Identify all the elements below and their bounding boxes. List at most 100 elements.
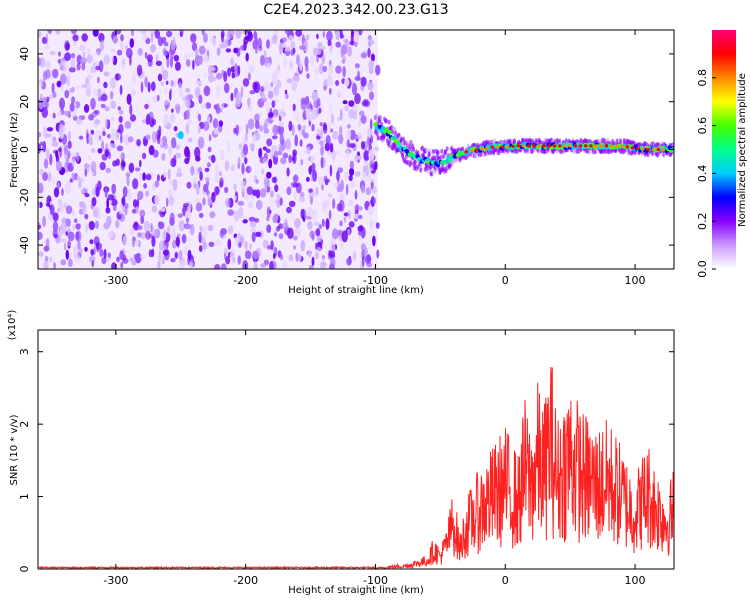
- noise-speckle: [223, 82, 230, 94]
- noise-speckle: [118, 110, 124, 115]
- noise-speckle: [354, 63, 360, 69]
- noise-speckle: [46, 127, 54, 132]
- noise-speckle: [216, 84, 221, 97]
- x-tick-label: -100: [363, 274, 388, 287]
- noise-speckle: [347, 228, 351, 236]
- noise-speckle: [131, 208, 137, 214]
- noise-speckle: [199, 55, 203, 65]
- noise-speckle: [198, 231, 202, 244]
- noise-speckle: [157, 260, 161, 269]
- noise-speckle: [203, 32, 208, 44]
- noise-speckle: [116, 256, 120, 261]
- noise-speckle: [59, 202, 64, 214]
- noise-speckle: [328, 120, 331, 133]
- noise-speckle: [267, 245, 272, 250]
- noise-speckle: [286, 167, 290, 177]
- noise-speckle: [282, 42, 288, 48]
- noise-speckle: [88, 154, 91, 161]
- noise-speckle: [130, 30, 135, 37]
- noise-speckle: [331, 130, 339, 140]
- noise-speckle: [342, 100, 348, 105]
- noise-speckle: [354, 190, 358, 200]
- ridge-peak: [521, 144, 526, 148]
- noise-speckle: [249, 243, 252, 250]
- noise-speckle: [376, 249, 380, 259]
- noise-speckle: [215, 72, 223, 80]
- ridge-peak: [506, 145, 510, 149]
- noise-speckle: [42, 171, 49, 181]
- noise-speckle: [103, 54, 110, 65]
- noise-speckle: [128, 162, 135, 173]
- noise-speckle: [80, 43, 85, 54]
- ridge-core: [387, 130, 392, 135]
- noise-speckle: [44, 100, 49, 109]
- noise-speckle: [197, 136, 205, 149]
- noise-speckle: [202, 241, 208, 250]
- noise-speckle: [280, 253, 284, 261]
- noise-speckle: [309, 54, 316, 65]
- noise-speckle: [266, 206, 271, 218]
- noise-speckle: [252, 39, 258, 50]
- noise-speckle: [115, 73, 119, 81]
- noise-speckle: [177, 167, 182, 175]
- noise-speckle: [172, 179, 178, 191]
- noise-speckle: [244, 193, 250, 201]
- noise-speckle: [360, 115, 367, 124]
- colorbar-tick-label: 0.8: [696, 69, 709, 87]
- noise-speckle: [160, 139, 164, 149]
- noise-speckle: [286, 78, 294, 84]
- noise-speckle: [187, 149, 191, 161]
- noise-speckle: [184, 109, 190, 120]
- noise-speckle: [132, 237, 136, 242]
- noise-speckle: [225, 198, 231, 208]
- noise-speckle: [335, 30, 340, 41]
- ridge-halo: [432, 148, 436, 154]
- noise-speckle: [358, 30, 363, 36]
- noise-speckle: [300, 158, 304, 166]
- noise-speckle: [367, 35, 372, 41]
- noise-speckle: [162, 69, 169, 81]
- noise-speckle: [265, 102, 270, 115]
- noise-speckle: [178, 82, 182, 89]
- noise-speckle: [295, 252, 299, 262]
- noise-speckle: [77, 241, 81, 250]
- snr-x-axis-label: Height of straight line (km): [288, 585, 424, 596]
- noise-speckle: [337, 229, 342, 236]
- noise-speckle: [218, 170, 222, 177]
- noise-speckle: [38, 182, 44, 194]
- noise-speckle: [240, 45, 247, 51]
- noise-speckle: [228, 30, 234, 39]
- noise-speckle: [355, 155, 362, 160]
- ridge-peak: [635, 146, 640, 151]
- noise-speckle: [343, 216, 347, 223]
- noise-speckle: [321, 46, 326, 51]
- noise-speckle: [139, 159, 142, 168]
- noise-speckle: [60, 73, 67, 85]
- noise-speckle: [235, 92, 242, 105]
- noise-speckle: [185, 59, 191, 67]
- noise-speckle: [194, 86, 201, 99]
- noise-speckle: [260, 263, 267, 268]
- noise-speckle: [292, 103, 296, 112]
- noise-speckle: [252, 81, 258, 91]
- noise-speckle: [368, 41, 371, 48]
- noise-speckle: [104, 187, 108, 199]
- noise-speckle: [271, 176, 277, 183]
- noise-speckle: [60, 259, 67, 266]
- noise-speckle: [119, 250, 124, 261]
- noise-speckle: [129, 114, 137, 122]
- ridge-halo: [384, 118, 388, 124]
- noise-speckle: [241, 180, 247, 192]
- noise-speckle: [340, 49, 344, 58]
- noise-speckle: [211, 154, 216, 164]
- noise-speckle: [267, 90, 274, 99]
- noise-speckle: [52, 212, 59, 222]
- ridge-peak: [474, 148, 479, 152]
- noise-speckle: [284, 89, 288, 95]
- noise-speckle: [146, 113, 151, 125]
- noise-speckle: [136, 198, 140, 208]
- noise-speckle: [67, 140, 72, 149]
- noise-speckle: [171, 108, 174, 113]
- noise-speckle: [165, 80, 169, 85]
- noise-speckle: [207, 146, 212, 153]
